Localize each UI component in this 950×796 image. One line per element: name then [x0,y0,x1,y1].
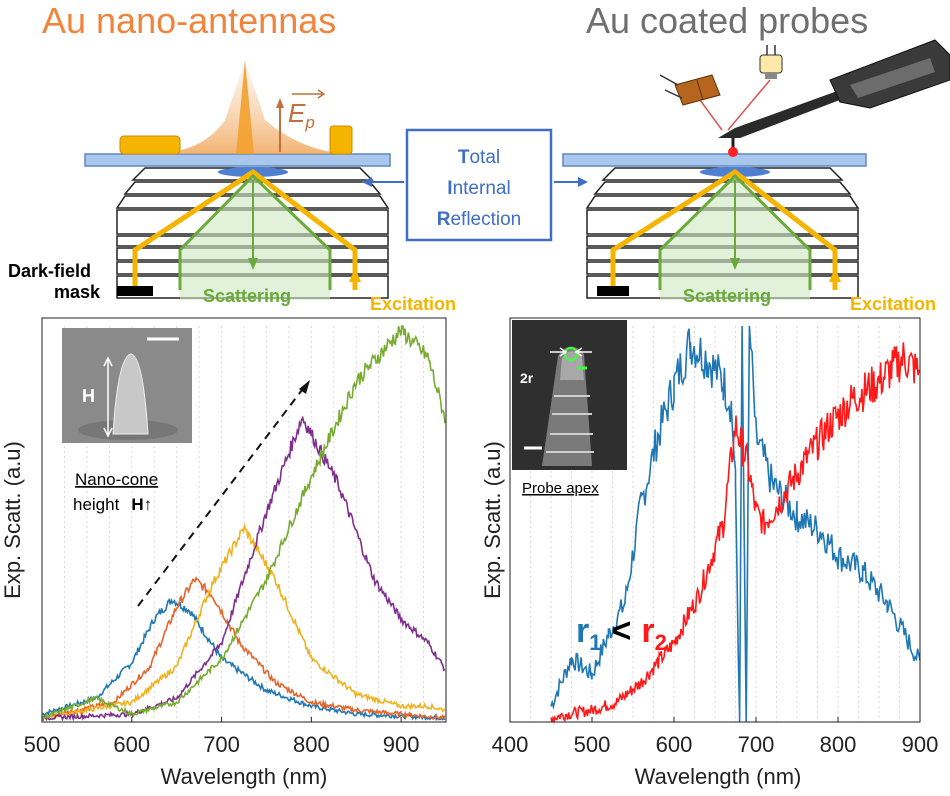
plot-frame [509,317,921,723]
series-group [550,325,921,725]
height-marker-bottom [103,427,113,438]
left-scatter-arrow-head [248,258,258,270]
photodiode-split [696,79,704,101]
photodiode-wires [659,74,683,99]
right-excitation-beam [610,168,838,290]
x-axis-label: Wavelength (nm) [635,764,802,789]
caption-probe-apex: Probe apex [522,480,599,497]
left-gold-block [119,135,181,155]
label-h: H [82,386,95,406]
x-tick-label: 900 [902,732,939,757]
tir-reflection: Reflection [437,209,522,230]
trend-arrow [137,385,306,607]
series-line-0 [41,597,446,721]
series-group [41,325,446,722]
photodiode-icon [674,74,721,106]
right-excitation-arrow-head [829,268,841,282]
tir-schematic: Ep Dark-field mask Scattering Excitation… [8,39,950,314]
series-line-4 [41,325,446,721]
height-marker-top [103,356,113,367]
right-glass-substrate [562,153,867,167]
tir-arrow-right-head [578,177,588,187]
sem-probe-grains [546,395,594,453]
caption-nano-cone: Nano-cone [75,470,158,489]
tir-box: Total Internal Reflection [362,128,588,242]
apex-circle [564,347,578,361]
x-tick-label: 500 [24,732,61,757]
left-nano-cone [236,60,254,154]
sem-cone [112,353,149,435]
left-excitation-arrow-head [349,268,361,282]
right-setup: Scattering Excitation [562,39,950,314]
x-tick-label: 600 [113,732,150,757]
right-scatter-arrow-head [730,258,740,270]
label-2r: 2r [520,370,534,386]
excitation-label-left: Excitation [370,294,456,314]
radius-comparison: r1 < r2 [576,612,667,655]
series-line-2 [41,522,446,722]
radius-arrow-left-head [559,347,568,357]
caption-height: height H↑ [73,495,152,514]
scattering-label-right: Scattering [683,286,771,306]
x-tick-label: 800 [293,732,330,757]
title-au-coated-probes: Au coated probes [586,0,869,41]
laser-reflected [699,99,723,131]
x-tick-label: 900 [383,732,420,757]
probe-cantilever [718,90,845,138]
left-glass-substrate [84,153,391,167]
field-arrow-head [276,98,284,108]
tir-internal: Internal [447,178,510,199]
chart-nano-antennas: 500 600 700 800 900 H Nano-cone height H↑ Exp… [0,317,447,789]
tir-arrow-left-head [362,177,372,187]
probe-apex-dot [728,147,738,157]
left-excitation-beam [132,168,358,290]
dark-field-label: Dark-field [8,261,91,281]
x-ticks: 400 500 600 700 800 900 [492,717,939,757]
probe-holder-face [850,58,935,98]
left-field-profile [160,60,345,154]
x-tick-label: 700 [203,732,240,757]
tir-total: Total [458,147,500,168]
field-vector-tip [317,89,326,99]
y-axis-label: Exp. Scatt. (a.u) [0,441,25,599]
excitation-label-right: Excitation [850,294,936,314]
x-tick-label: 800 [820,732,857,757]
series-line-0 [550,325,921,723]
left-scatter-cone [180,175,330,300]
trend-arrow-head [299,380,310,394]
x-axis-label: Wavelength (nm) [161,764,328,789]
laser-incident [727,79,771,131]
right-scatter-beam [658,173,812,290]
x-tick-label: 500 [574,732,611,757]
left-setup: Ep Dark-field mask Scattering Excitation [8,60,456,314]
dark-field-mask [117,286,153,296]
plot-frame [41,317,447,723]
radius-arrow-right-head [574,347,583,357]
right-gold-block [329,125,353,155]
field-label: Ep [288,98,315,132]
nano-cone-inset: H Nano-cone height H↑ [62,328,192,514]
probe-apex-inset: 2r Probe apex [512,320,627,497]
chart-coated-probes: 400 500 600 700 800 900 2r Probe apex r1 < r2 E… [480,317,939,789]
title-au-nano-antennas: Au nano-antennas [42,0,337,41]
series-line-1 [550,342,920,725]
y-axis-label: Exp. Scatt. (a.u) [480,441,505,599]
mask-label: mask [54,282,101,302]
x-ticks: 500 600 700 800 900 [24,717,420,757]
series-line-3 [41,415,446,722]
right-dark-field-mask [597,286,629,296]
x-tick-label: 600 [656,732,693,757]
laser-source-base [765,73,777,79]
x-tick-label: 700 [738,732,775,757]
laser-source-icon [759,54,783,74]
scattering-label-left: Scattering [203,286,291,306]
left-scatter-beam [178,173,332,290]
x-tick-label: 400 [492,732,529,757]
